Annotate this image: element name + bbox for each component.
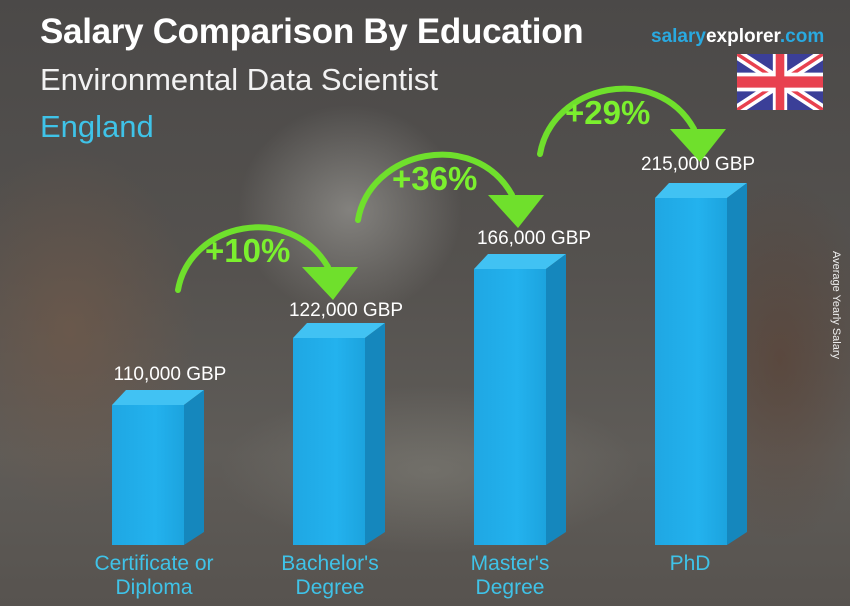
- bar-side: [184, 390, 204, 545]
- region-label: England: [40, 109, 154, 144]
- bar-side: [546, 254, 566, 545]
- brand-logo[interactable]: salaryexplorer.com: [651, 26, 824, 48]
- growth-arrow-icon: [537, 85, 726, 162]
- bar-bachelor: [293, 323, 385, 545]
- uk-flag-icon: [737, 54, 823, 110]
- category-label-bachelor: Bachelor's Degree: [281, 552, 379, 599]
- value-label-bachelor: 122,000 GBP: [288, 300, 404, 321]
- growth-arrow-icon: [175, 224, 358, 300]
- category-label-phd: PhD: [669, 552, 711, 575]
- growth-arrow-icon: [355, 151, 544, 228]
- value-label-phd: 215,000 GBP: [640, 154, 756, 175]
- brand-part-salary: salary: [651, 26, 706, 47]
- bar-top: [474, 254, 566, 269]
- bar-top: [293, 323, 385, 338]
- bar-side: [365, 323, 385, 545]
- bar-master: [474, 254, 566, 545]
- bar-front: [655, 198, 727, 545]
- y-axis-label: Average Yearly Salary: [830, 250, 842, 360]
- bar-top: [112, 390, 204, 405]
- increase-label-3: +29%: [565, 94, 651, 131]
- bar-phd: [655, 183, 747, 545]
- increase-label-1: +10%: [205, 232, 291, 269]
- brand-part-explorer: explorer: [705, 26, 780, 47]
- bar-certificate: [112, 390, 204, 545]
- bar-top: [655, 183, 747, 198]
- category-label-certificate: Certificate or Diploma: [94, 552, 214, 599]
- bar-front: [293, 338, 365, 545]
- bar-front: [112, 405, 184, 545]
- bar-front: [474, 269, 546, 545]
- value-label-certificate: 110,000 GBP: [113, 364, 227, 385]
- increase-label-2: +36%: [392, 160, 478, 197]
- bar-side: [727, 183, 747, 545]
- job-title: Environmental Data Scientist: [40, 62, 439, 97]
- brand-part-com: .com: [779, 26, 825, 47]
- value-label-master: 166,000 GBP: [476, 228, 592, 249]
- category-label-master: Master's Degree: [470, 552, 550, 599]
- chart-title: Salary Comparison By Education: [40, 12, 584, 51]
